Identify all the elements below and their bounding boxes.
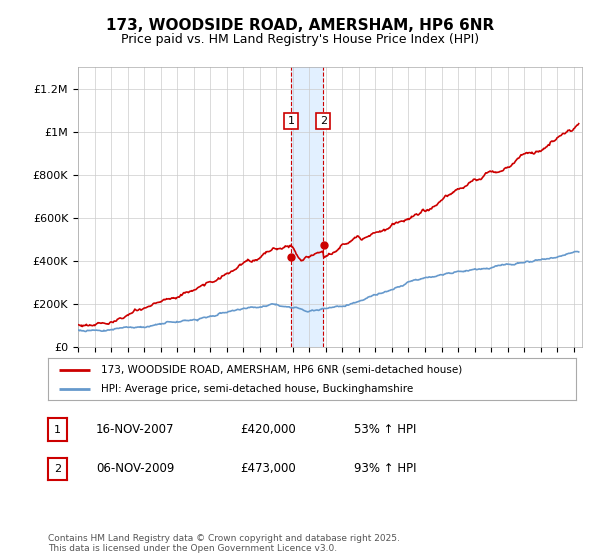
Text: 173, WOODSIDE ROAD, AMERSHAM, HP6 6NR: 173, WOODSIDE ROAD, AMERSHAM, HP6 6NR [106, 18, 494, 32]
Text: 93% ↑ HPI: 93% ↑ HPI [354, 462, 416, 475]
Text: 2: 2 [54, 464, 61, 474]
Text: 16-NOV-2007: 16-NOV-2007 [96, 423, 175, 436]
Text: HPI: Average price, semi-detached house, Buckinghamshire: HPI: Average price, semi-detached house,… [101, 384, 413, 394]
Text: £420,000: £420,000 [240, 423, 296, 436]
Text: Contains HM Land Registry data © Crown copyright and database right 2025.
This d: Contains HM Land Registry data © Crown c… [48, 534, 400, 553]
Text: 53% ↑ HPI: 53% ↑ HPI [354, 423, 416, 436]
Text: 2: 2 [320, 116, 327, 126]
Text: £473,000: £473,000 [240, 462, 296, 475]
Text: Price paid vs. HM Land Registry's House Price Index (HPI): Price paid vs. HM Land Registry's House … [121, 32, 479, 46]
Text: 1: 1 [287, 116, 295, 126]
Text: 173, WOODSIDE ROAD, AMERSHAM, HP6 6NR (semi-detached house): 173, WOODSIDE ROAD, AMERSHAM, HP6 6NR (s… [101, 365, 462, 375]
Text: 06-NOV-2009: 06-NOV-2009 [96, 462, 175, 475]
Text: 1: 1 [54, 424, 61, 435]
Bar [291, 67, 323, 347]
